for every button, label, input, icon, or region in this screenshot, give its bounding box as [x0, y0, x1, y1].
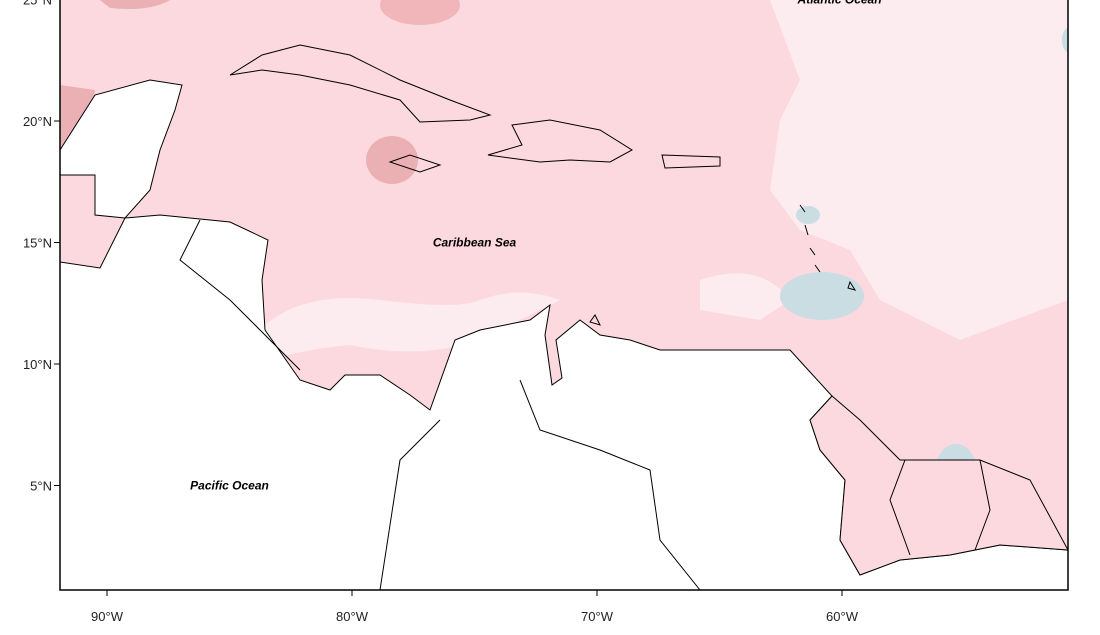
borders	[179, 219, 701, 590]
yucatan	[60, 79, 183, 219]
light-band	[700, 273, 790, 320]
dark-blob	[366, 136, 418, 184]
map-field	[60, 0, 1068, 590]
sea-label: Pacific Ocean	[190, 479, 269, 493]
blue-blob	[796, 206, 820, 224]
y-tick-label: 15°N	[23, 236, 52, 251]
dark-blob	[380, 0, 460, 25]
light-band	[260, 292, 560, 360]
hispaniola	[487, 119, 633, 163]
x-tick-label: 60°W	[826, 609, 859, 624]
blue-blob	[1062, 28, 1068, 52]
light-area	[770, 0, 1068, 340]
x-tick-label: 70°W	[581, 609, 614, 624]
dark-area	[100, 0, 170, 9]
cuba	[229, 44, 492, 123]
jamaica	[388, 154, 442, 173]
blue-blob	[780, 272, 864, 320]
frame	[59, 0, 1069, 591]
lesser-antilles	[589, 204, 857, 326]
y-tick-label: 20°N	[23, 114, 52, 129]
borders	[889, 459, 991, 556]
sea-label: Caribbean Sea	[433, 236, 517, 250]
guianas	[809, 395, 1068, 576]
puerto-rico	[661, 154, 721, 169]
x-tick-label: 80°W	[336, 609, 369, 624]
x-tick-label: 90°W	[91, 609, 124, 624]
y-tick-label: 25°N	[23, 0, 52, 8]
sea-label: Atlantic Ocean	[797, 0, 882, 7]
y-tick-label: 5°N	[30, 479, 52, 494]
dark-area	[60, 85, 95, 150]
y-tick-label: 10°N	[23, 357, 52, 372]
